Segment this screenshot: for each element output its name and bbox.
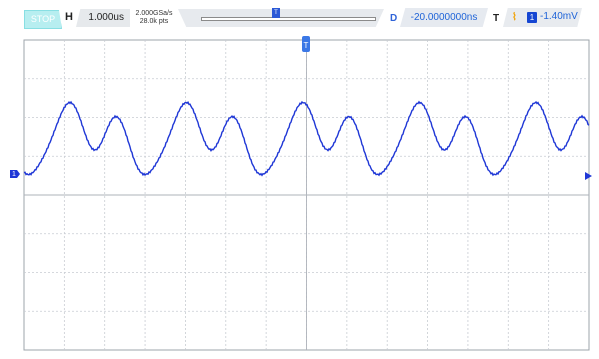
grid	[24, 40, 589, 350]
waveform-screen[interactable]: T 1	[0, 34, 599, 359]
channel-marker-label: 1	[12, 171, 16, 178]
horizontal-label: H	[65, 11, 73, 23]
run-stop-badge[interactable]: STOP	[24, 10, 62, 29]
waveform-svg: T 1	[10, 36, 592, 351]
trigger-marker[interactable]: T	[302, 36, 310, 52]
trigger-level-arrow-icon[interactable]	[585, 172, 592, 180]
sample-rate: 2.000GSa/s	[135, 10, 173, 17]
memory-track	[201, 17, 376, 21]
timebase-value[interactable]: 1.000us	[76, 9, 130, 27]
sample-info: 2.000GSa/s 28.0k pts	[132, 10, 176, 26]
rising-edge-icon: ⌇	[512, 12, 517, 23]
trigger-label: T	[493, 13, 500, 24]
trigger-channel-icon: 1	[527, 12, 537, 23]
status-bar: STOP H 1.000us 2.000GSa/s 28.0k pts T D …	[0, 0, 599, 34]
memory-depth: 28.0k pts	[139, 18, 169, 25]
memory-position-marker[interactable]: T	[272, 8, 280, 18]
trigger-marker-label: T	[304, 41, 309, 50]
delay-label: D	[390, 13, 398, 24]
channel-1-trace	[23, 100, 590, 177]
channel-1-marker[interactable]: 1	[10, 170, 20, 178]
trigger-settings[interactable]	[503, 8, 582, 27]
delay-value[interactable]: -20.0000000ns	[400, 8, 488, 27]
trigger-level[interactable]: -1.40mV	[540, 11, 578, 22]
